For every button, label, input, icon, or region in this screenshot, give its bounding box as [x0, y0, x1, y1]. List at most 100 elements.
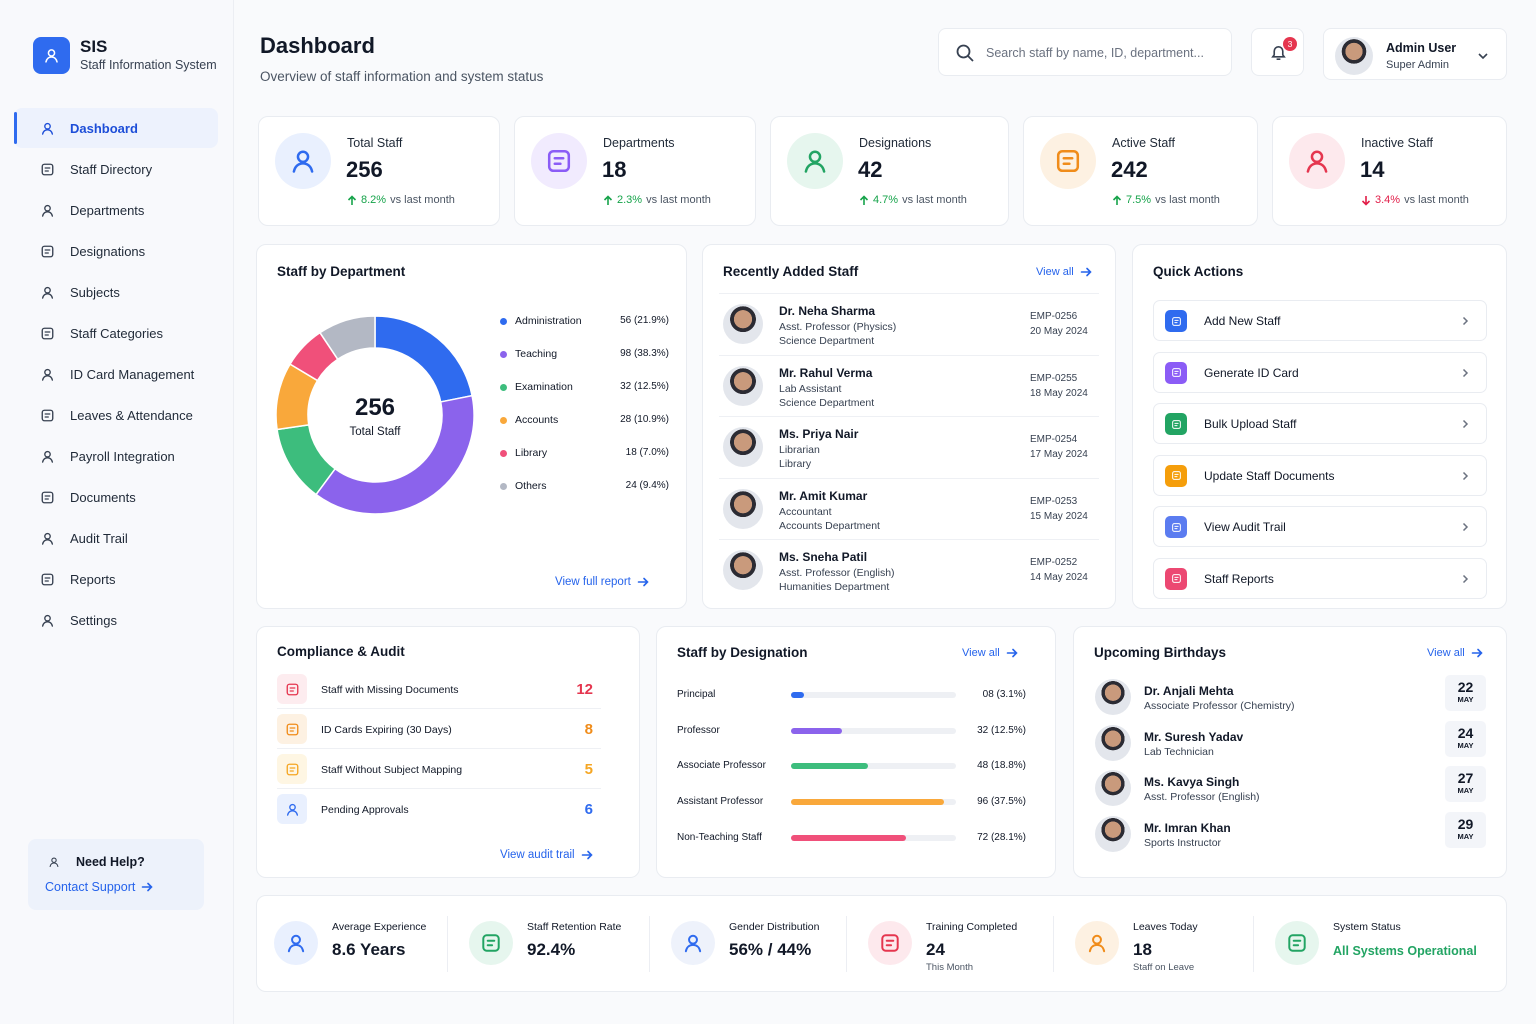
- view-link[interactable]: View all: [962, 647, 1018, 659]
- glyph-part: [41, 245, 53, 257]
- glyph-part: [44, 248, 50, 254]
- bar: [791, 834, 907, 841]
- glyph-part: [41, 409, 53, 421]
- view-link[interactable]: Contact Support: [45, 880, 153, 894]
- date-badge: 22 MAY: [1445, 675, 1486, 711]
- staff-id: EMP-0255: [1030, 372, 1078, 384]
- birthday-role: Sports Instructor: [1144, 836, 1222, 849]
- glyph-part: [41, 327, 53, 339]
- glyph-part: [688, 934, 698, 945]
- card-title: Staff by Department: [277, 264, 406, 279]
- glyph-part: [1056, 149, 1080, 173]
- compliance-row[interactable]: Pending Approvals 6: [277, 793, 601, 829]
- glyph-part: [1006, 648, 1018, 658]
- arrow-icon: [581, 850, 593, 860]
- compliance-row[interactable]: ID Cards Expiring (30 Days) 8: [277, 713, 601, 749]
- bar-value-label: 08 (3.1%): [982, 689, 1026, 700]
- user-avatar: [1335, 37, 1373, 75]
- nav-item[interactable]: Departments: [14, 190, 218, 230]
- trend-arrow: [1112, 194, 1122, 205]
- nav-item[interactable]: Dashboard: [14, 108, 218, 148]
- staff-avatar: [723, 365, 763, 406]
- staff-id: EMP-0256: [1030, 311, 1078, 322]
- nav-item[interactable]: Subjects: [14, 272, 218, 312]
- icon: [32, 400, 62, 430]
- compliance-icon: [277, 794, 307, 824]
- glyph-part: [603, 194, 613, 205]
- nav-label: Staff Categories: [70, 326, 163, 341]
- legend-dot: [500, 483, 507, 490]
- bar-label: Assistant Professor: [677, 796, 764, 808]
- staff-row[interactable]: Mr. Rahul Verma Lab Assistant Science Depa…: [719, 354, 1099, 416]
- arrow-icon: [142, 882, 153, 892]
- summary-note: This Month: [926, 962, 973, 973]
- icon-glyph: [287, 934, 305, 953]
- staff-row[interactable]: Dr. Neha Sharma Asst. Professor (Physics)…: [719, 293, 1099, 354]
- view-link[interactable]: View audit trail: [500, 849, 593, 861]
- glyph-part: [44, 576, 50, 582]
- icon-glyph: [286, 803, 298, 816]
- birthday-day: 29: [1457, 815, 1474, 832]
- notification-button[interactable]: 3: [1251, 28, 1304, 76]
- date-badge: 27 MAY: [1445, 766, 1486, 802]
- divider: [846, 916, 847, 972]
- nav-item[interactable]: ID Card Management: [14, 354, 218, 394]
- view-link[interactable]: View all: [1427, 647, 1483, 659]
- glyph-part: [1288, 934, 1306, 952]
- glyph-part: [881, 934, 899, 952]
- compliance-row[interactable]: Staff with Missing Documents 12: [277, 673, 601, 709]
- glyph-part: [1462, 574, 1469, 583]
- stat-change-note: vs last month: [646, 194, 711, 206]
- nav-item[interactable]: Staff Directory: [14, 149, 218, 189]
- staff-role: Accountant: [779, 505, 832, 518]
- action-button[interactable]: View Audit Trail: [1153, 506, 1487, 547]
- nav-item[interactable]: Documents: [14, 477, 218, 517]
- glyph-part: [1080, 267, 1092, 277]
- glyph-part: [44, 494, 50, 500]
- nav-item[interactable]: Designations: [14, 231, 218, 271]
- legend-dot: [500, 417, 507, 424]
- glyph-part: [44, 412, 50, 418]
- nav-item[interactable]: Audit Trail: [14, 518, 218, 558]
- sidebar: SIS Staff Information System Dashboard Staf…: [0, 0, 234, 1024]
- search-box[interactable]: Search staff by name, ID, department...: [938, 28, 1232, 76]
- chevron-icon: [1462, 419, 1469, 429]
- icon-glyph: [1056, 149, 1080, 173]
- nav-item[interactable]: Reports: [14, 559, 218, 599]
- stat-label: Active Staff: [1112, 136, 1175, 150]
- glyph-part: [41, 456, 53, 463]
- nav-item[interactable]: Staff Categories: [14, 313, 218, 353]
- staff-row[interactable]: Mr. Amit Kumar Accountant Accounts Departm…: [719, 477, 1099, 539]
- action-icon: [1165, 464, 1187, 487]
- action-button[interactable]: Staff Reports: [1153, 557, 1487, 599]
- date-badge: 24 MAY: [1445, 720, 1486, 757]
- action-button[interactable]: Add New Staff: [1153, 300, 1487, 341]
- view-link[interactable]: View all: [1036, 266, 1092, 278]
- staff-row[interactable]: Ms. Sneha Patil Asst. Professor (English)…: [719, 539, 1099, 600]
- staff-date: 15 May 2024: [1030, 510, 1088, 522]
- staff-row[interactable]: Ms. Priya Nair Librarian Library EMP-0254 17…: [719, 416, 1099, 477]
- date-badge: 29 MAY: [1445, 811, 1486, 848]
- glyph-part: [1173, 525, 1179, 529]
- user-menu[interactable]: Admin User Super Admin: [1323, 28, 1507, 80]
- compliance-row[interactable]: Staff Without Subject Mapping 5: [277, 753, 601, 789]
- icon: [42, 850, 66, 874]
- nav-item[interactable]: Leaves & Attendance: [14, 395, 218, 435]
- glyph-part: [859, 194, 869, 205]
- nav-label: Payroll Integration: [70, 449, 175, 464]
- nav-item[interactable]: Settings: [14, 600, 218, 640]
- action-button[interactable]: Update Staff Documents: [1153, 454, 1487, 496]
- action-button[interactable]: Generate ID Card: [1153, 351, 1487, 393]
- compliance-label: ID Cards Expiring (30 Days): [321, 724, 452, 736]
- action-button[interactable]: Bulk Upload Staff: [1153, 403, 1487, 444]
- action-icon: [1165, 413, 1187, 435]
- stat-change-note: vs last month: [1404, 194, 1469, 206]
- legend-label: Teaching: [515, 348, 558, 360]
- icon-glyph: [1171, 522, 1181, 532]
- summary-value: 56% / 44%: [729, 940, 812, 959]
- legend-value: 32 (12.5%): [620, 381, 669, 392]
- nav-item[interactable]: Payroll Integration: [14, 436, 218, 476]
- legend-label: Examination: [515, 381, 573, 393]
- view-link[interactable]: View full report: [555, 576, 649, 588]
